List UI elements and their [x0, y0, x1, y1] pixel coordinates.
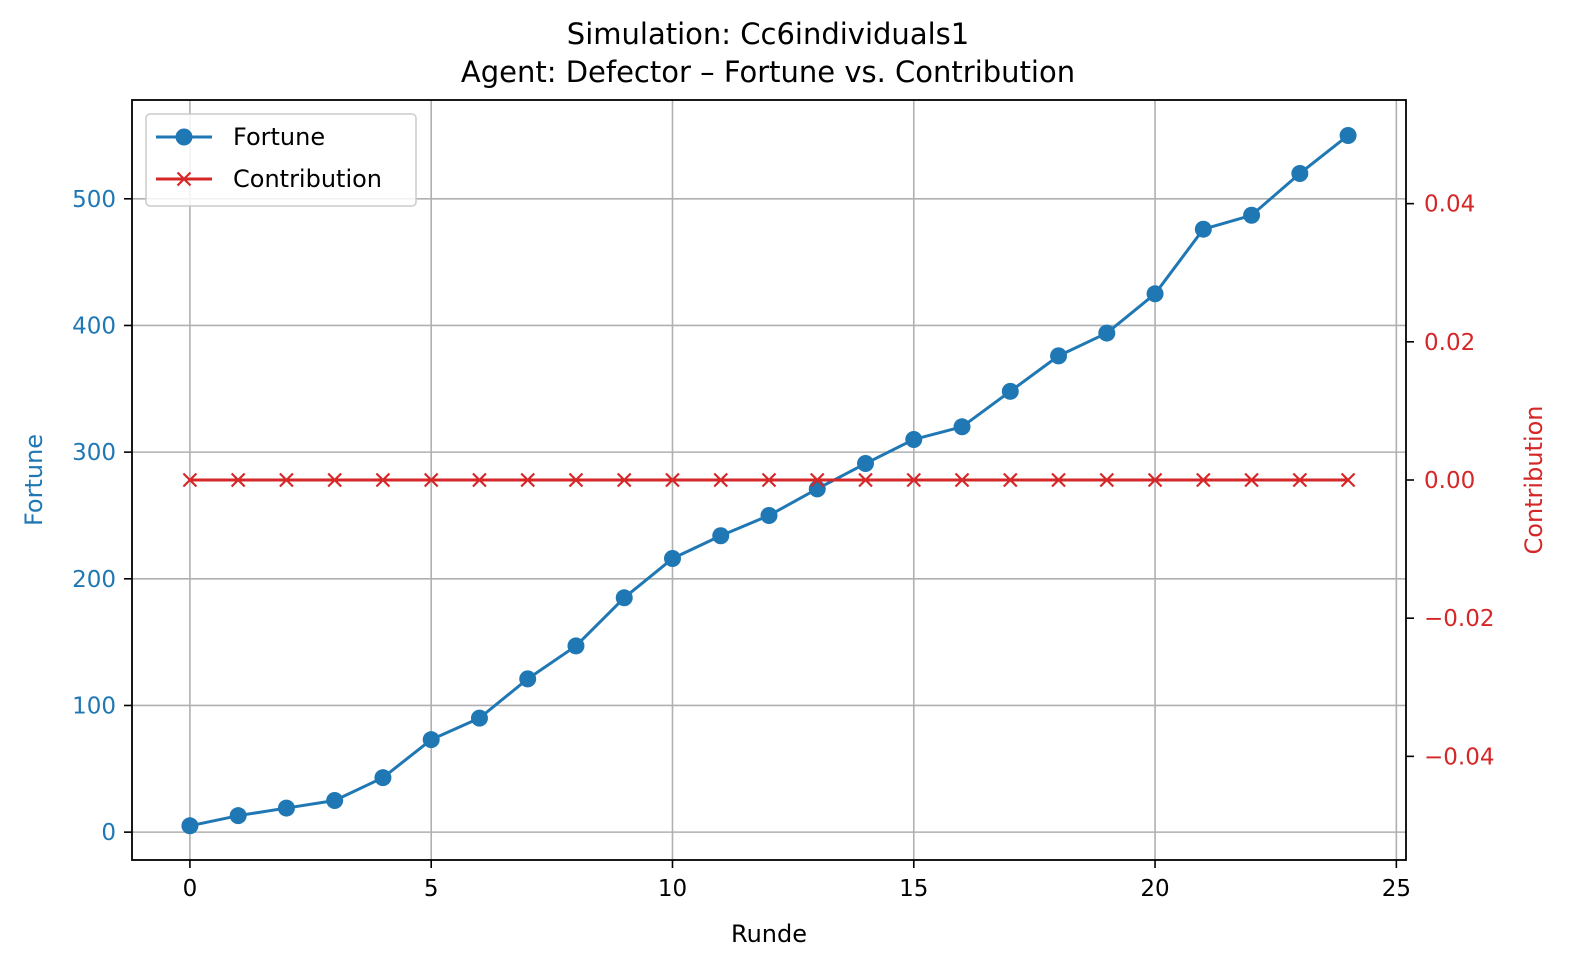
y-right-tick-label: −0.04: [1424, 744, 1494, 770]
chart-subtitle: Agent: Defector – Fortune vs. Contributi…: [461, 55, 1075, 89]
y-right-tick-label: −0.02: [1424, 606, 1494, 632]
data-point: [279, 472, 294, 488]
data-point: [761, 472, 777, 488]
data-point: [616, 472, 632, 488]
data-point: [1194, 220, 1212, 238]
data-point: [1292, 472, 1308, 488]
legend-entry-fortune: Fortune: [156, 123, 325, 151]
y-left-tick-label: 500: [72, 187, 116, 213]
data-point: [1147, 472, 1163, 488]
x-tick-label: 0: [183, 876, 198, 902]
data-point: [1196, 472, 1211, 488]
series-fortune: [181, 126, 1357, 835]
data-point: [1244, 472, 1259, 488]
y-left-tick-label: 400: [72, 313, 116, 339]
y-right-tick-label: 0.00: [1424, 468, 1475, 494]
legend-marker: [176, 171, 192, 187]
data-point: [229, 807, 247, 825]
x-axis-label: Runde: [731, 920, 807, 948]
axis-ticks: 0 5 10 15 20 25 0 100 200 300 400 500 −0.04 −0.02 0.00…: [72, 187, 1494, 902]
data-point: [663, 550, 681, 568]
data-point: [422, 731, 440, 749]
legend-items: Fortune Contribution: [156, 123, 382, 193]
data-point: [520, 472, 535, 488]
y-left-tick-label: 100: [72, 693, 116, 719]
legend-entry-contribution: Contribution: [156, 165, 382, 193]
legend-label: Fortune: [233, 123, 325, 151]
data-point: [1098, 324, 1116, 342]
legend-label: Contribution: [233, 165, 382, 193]
data-point: [760, 506, 778, 524]
y-right-tick-label: 0.04: [1424, 192, 1475, 218]
data-point: [327, 472, 342, 488]
legend: Fortune Contribution: [145, 113, 417, 207]
data-point: [230, 472, 246, 488]
x-tick-label: 5: [424, 876, 439, 902]
y-right-tick-label: 0.02: [1424, 330, 1475, 356]
data-point: [1146, 285, 1164, 303]
data-point: [1243, 206, 1261, 224]
data-point: [808, 480, 826, 498]
chart-title: Simulation: Cc6individuals1: [567, 17, 969, 51]
data-point: [423, 472, 439, 488]
data-point: [665, 472, 680, 488]
data-point: [954, 472, 970, 488]
data-point: [857, 455, 875, 473]
data-point: [182, 472, 198, 488]
data-point: [1051, 472, 1066, 488]
data-point: [326, 791, 344, 809]
data-point: [277, 799, 295, 817]
data-point: [472, 472, 487, 488]
series-contribution: [182, 472, 1356, 488]
x-tick-label: 20: [1140, 876, 1169, 902]
data-point: [1291, 164, 1309, 182]
data-point: [519, 670, 537, 688]
y-axis-label-right: Contribution: [1520, 405, 1548, 554]
data-point: [1339, 126, 1357, 144]
data-point: [374, 769, 392, 787]
data-point: [181, 817, 199, 835]
legend-marker: [175, 128, 193, 146]
x-tick-label: 25: [1382, 876, 1411, 902]
data-point: [470, 709, 488, 727]
data-point: [712, 527, 730, 545]
data-point: [1340, 472, 1356, 488]
series-layer: [181, 126, 1357, 835]
data-point: [809, 472, 825, 488]
data-point: [1001, 382, 1019, 400]
data-point: [375, 472, 391, 488]
data-point: [858, 472, 873, 488]
data-point: [905, 430, 923, 448]
x-tick-label: 10: [658, 876, 687, 902]
data-point: [615, 589, 633, 607]
y-left-tick-label: 300: [72, 440, 116, 466]
y-left-tick-label: 200: [72, 567, 116, 593]
data-point: [1099, 472, 1115, 488]
data-point: [906, 472, 922, 488]
data-point: [1050, 347, 1068, 365]
data-point: [567, 637, 585, 655]
y-left-tick-label: 0: [101, 820, 116, 846]
data-point: [713, 472, 729, 488]
data-point: [953, 418, 971, 436]
data-point: [1003, 472, 1018, 488]
legend-box: [145, 113, 417, 207]
x-tick-label: 15: [899, 876, 928, 902]
y-axis-label-left: Fortune: [20, 434, 48, 526]
data-point: [568, 472, 584, 488]
